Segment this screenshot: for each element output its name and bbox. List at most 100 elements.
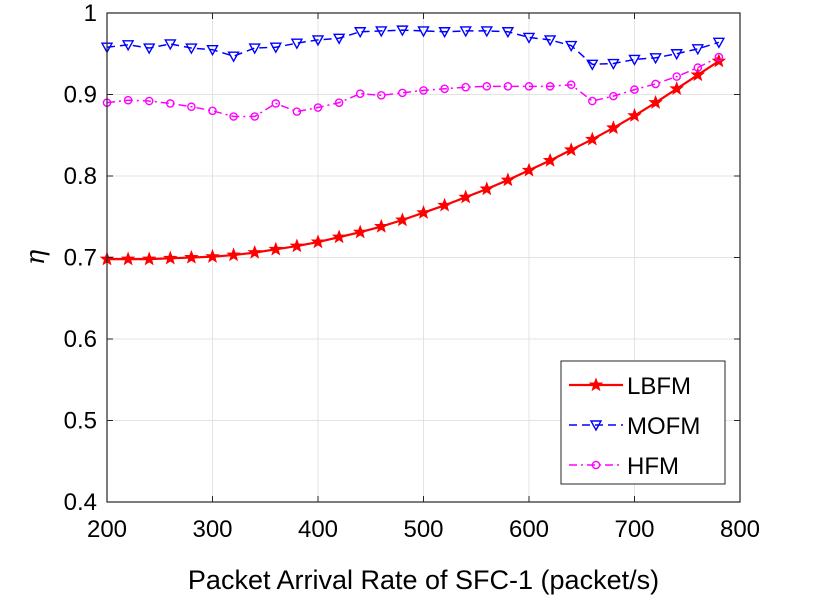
- data-point-mofm: [438, 27, 451, 39]
- data-point-lbfm: [500, 172, 516, 187]
- data-point-mofm: [311, 35, 325, 47]
- data-point-hfm: [187, 102, 196, 112]
- data-point-mofm: [607, 58, 620, 70]
- data-point-hfm: [482, 82, 492, 91]
- data-point-mofm: [628, 54, 641, 66]
- data-point-lbfm: [458, 189, 473, 204]
- data-point-mofm: [248, 43, 261, 55]
- data-point-lbfm: [141, 251, 157, 266]
- data-point-hfm: [123, 95, 133, 105]
- data-point-lbfm: [521, 162, 537, 177]
- data-point-mofm: [227, 51, 240, 63]
- data-point-mofm: [712, 37, 726, 49]
- data-point-lbfm: [120, 251, 136, 266]
- data-point-hfm: [630, 85, 639, 94]
- data-point-lbfm: [627, 108, 642, 122]
- data-point-hfm: [461, 82, 471, 92]
- data-point-lbfm: [690, 67, 706, 82]
- data-point-mofm: [290, 38, 304, 50]
- data-point-hfm: [440, 84, 449, 94]
- legend-label-lbfm: LBFM: [627, 373, 691, 400]
- data-point-hfm: [250, 112, 259, 121]
- y-tick-label: 0.8: [64, 163, 97, 190]
- y-tick-label: 0.7: [64, 245, 97, 272]
- legend-box: [560, 360, 726, 485]
- data-point-hfm: [714, 52, 724, 62]
- data-point-mofm: [269, 42, 282, 54]
- data-point-hfm: [419, 86, 428, 95]
- x-tick-label: 600: [509, 516, 549, 543]
- data-point-hfm: [609, 91, 618, 101]
- data-point-hfm: [376, 91, 386, 100]
- data-point-hfm: [588, 96, 597, 106]
- data-point-mofm: [649, 53, 662, 65]
- data-point-hfm: [398, 88, 407, 98]
- x-tick-label: 400: [298, 516, 338, 543]
- data-point-hfm: [545, 82, 555, 91]
- data-point-hfm: [229, 112, 238, 121]
- data-point-lbfm: [184, 249, 199, 264]
- data-point-hfm: [313, 103, 323, 112]
- legend-marker-mofm: [589, 420, 603, 432]
- data-point-hfm: [566, 80, 576, 90]
- data-point-lbfm: [268, 241, 284, 256]
- data-point-mofm: [543, 35, 557, 47]
- legend-marker-lbfm: [588, 377, 604, 392]
- data-point-mofm: [586, 59, 599, 71]
- axis-ticks: [106, 12, 741, 503]
- data-point-hfm: [693, 63, 703, 72]
- y-tick-label: 0.9: [64, 82, 97, 109]
- data-point-lbfm: [563, 142, 579, 157]
- y-tick-label: 0.6: [64, 326, 97, 353]
- data-point-mofm: [691, 44, 704, 56]
- x-tick-label: 300: [192, 516, 232, 543]
- data-point-hfm: [524, 82, 534, 91]
- data-point-mofm: [332, 33, 346, 45]
- y-tick-label: 1: [84, 0, 97, 27]
- legend: LBFM MOFM HFM: [560, 360, 726, 485]
- data-point-lbfm: [606, 120, 621, 135]
- data-point-lbfm: [669, 81, 684, 95]
- data-point-lbfm: [352, 224, 368, 239]
- data-point-lbfm: [247, 244, 262, 259]
- x-tick-label: 500: [403, 516, 443, 543]
- x-tick-label: 700: [614, 516, 654, 543]
- data-point-mofm: [565, 40, 578, 53]
- tick-labels: 200 300 400 500 600 700 800 0.4 0.5 0.6 0.7 0.8 0.9 1: [64, 0, 760, 543]
- y-tick-label: 0.4: [64, 489, 97, 516]
- data-point-mofm: [522, 32, 536, 44]
- data-point-lbfm: [205, 249, 220, 263]
- data-point-mofm: [501, 27, 515, 39]
- data-point-lbfm: [374, 218, 389, 233]
- data-point-mofm: [480, 26, 493, 38]
- data-point-lbfm: [289, 238, 305, 253]
- data-point-lbfm: [310, 234, 326, 249]
- data-point-mofm: [121, 40, 135, 52]
- data-point-lbfm: [648, 95, 663, 109]
- data-point-mofm: [164, 39, 177, 51]
- data-point-mofm: [417, 26, 430, 38]
- data-point-mofm: [375, 26, 388, 38]
- data-point-lbfm: [479, 181, 495, 196]
- data-point-lbfm: [542, 152, 558, 167]
- legend-label-mofm: MOFM: [627, 413, 700, 440]
- data-point-lbfm: [163, 250, 178, 265]
- data-point-mofm: [143, 43, 156, 55]
- data-point-lbfm: [437, 197, 452, 212]
- data-point-mofm: [206, 44, 219, 57]
- data-point-hfm: [165, 99, 175, 108]
- data-point-hfm: [503, 82, 513, 91]
- legend-marker-hfm: [591, 460, 601, 470]
- data-point-mofm: [185, 43, 198, 55]
- data-point-mofm: [670, 49, 683, 61]
- data-point-hfm: [651, 79, 660, 89]
- data-point-mofm: [354, 27, 367, 39]
- data-point-hfm: [292, 107, 302, 116]
- data-point-lbfm: [331, 229, 347, 244]
- x-axis-title: Packet Arrival Rate of SFC-1 (packet/s): [188, 565, 659, 595]
- data-point-lbfm: [226, 247, 241, 262]
- x-tick-label: 800: [720, 516, 760, 543]
- data-point-hfm: [355, 89, 365, 98]
- data-point-hfm: [208, 106, 217, 116]
